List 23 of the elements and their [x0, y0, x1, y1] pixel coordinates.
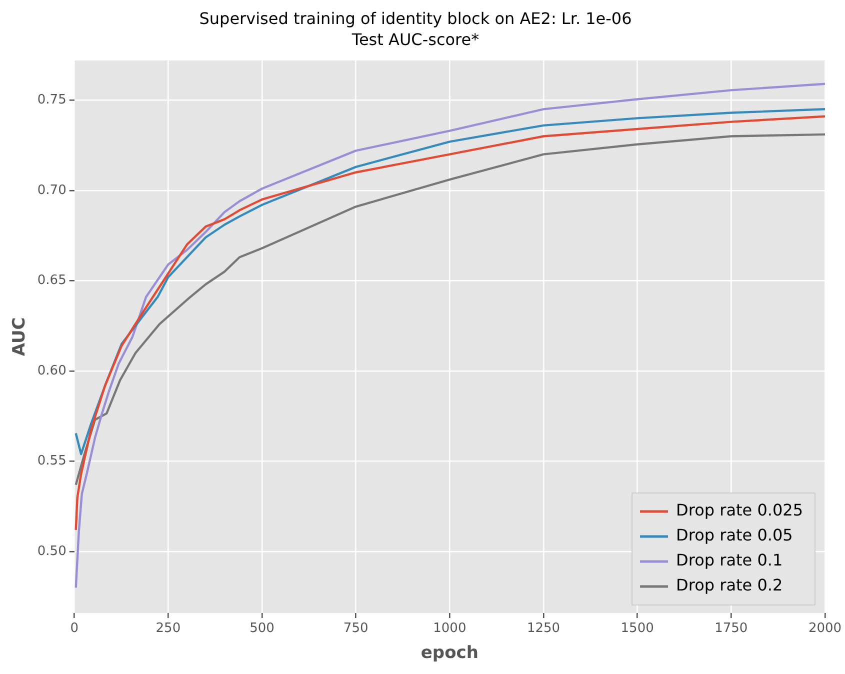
x-tick-label: 1250	[526, 621, 560, 636]
legend-label: Drop rate 0.05	[676, 526, 793, 545]
x-tick-label: 1750	[714, 621, 748, 636]
x-tick-label: 750	[343, 621, 368, 636]
legend-label: Drop rate 0.1	[676, 550, 783, 570]
x-axis-title: epoch	[420, 643, 478, 664]
y-tick-label: 0.75	[37, 92, 66, 108]
y-tick-label: 0.50	[37, 544, 66, 559]
y-axis-title: AUC	[10, 317, 30, 356]
y-tick-label: 0.60	[37, 363, 66, 378]
x-tick-label: 1500	[620, 621, 654, 636]
x-tick-label: 500	[250, 621, 274, 636]
y-tick-label: 0.70	[37, 182, 66, 198]
legend-label: Drop rate 0.2	[676, 576, 783, 595]
x-tick-label: 2000	[808, 621, 842, 636]
y-tick-label: 0.55	[37, 454, 66, 469]
y-tick-label: 0.65	[37, 273, 66, 288]
legend-label: Drop rate 0.025	[676, 500, 803, 520]
chart-title: Supervised training of identity block on AE2: Lr. 1e-06	[199, 8, 632, 28]
x-tick-label: 0	[70, 621, 78, 636]
chart-subtitle: Test AUC-score*	[350, 30, 480, 49]
x-tick-label: 1000	[433, 621, 466, 636]
x-tick-label: 250	[156, 621, 181, 636]
